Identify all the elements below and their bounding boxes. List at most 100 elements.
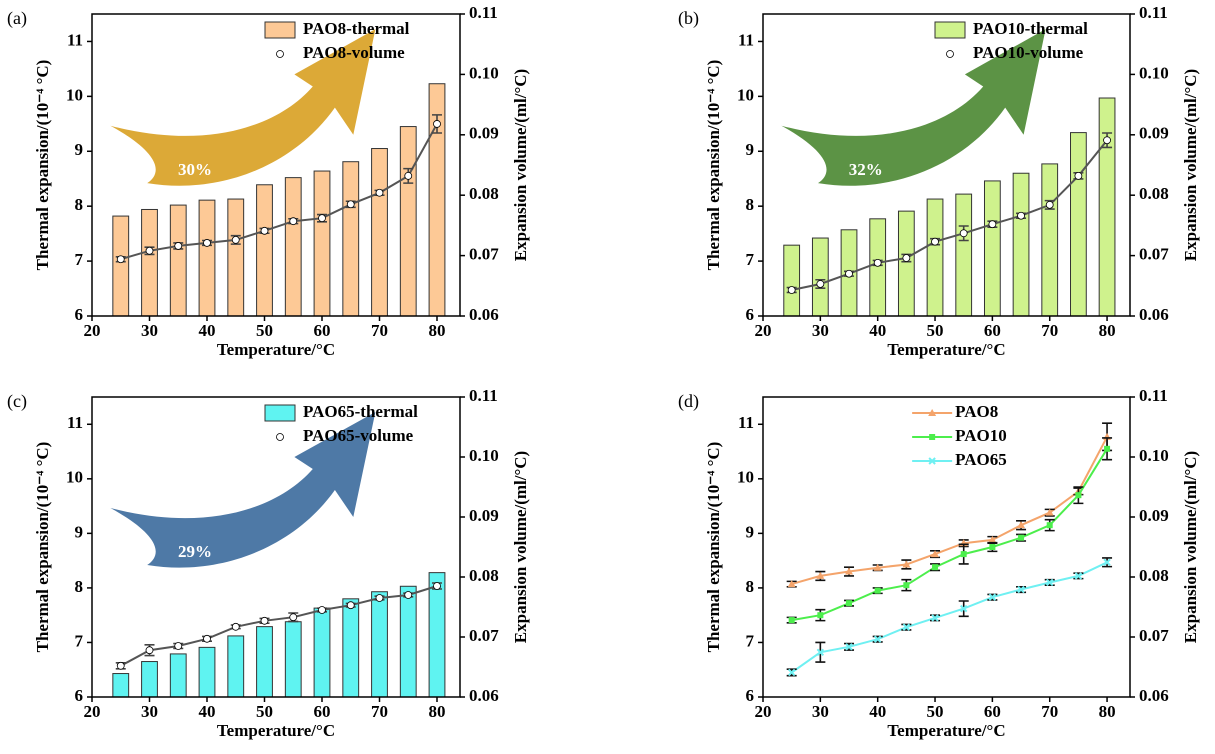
legend-marker [929,434,935,440]
legend-swatch [265,22,295,38]
x-tick-label: 20 [84,321,101,340]
legend-label: PAO8-volume [303,43,405,62]
marker [903,255,910,262]
bar [784,245,800,316]
marker [376,189,383,196]
bar [228,199,244,316]
y-axis-label: Thermal expansion/(10⁻⁴ °C) [33,442,52,653]
annotation: 29% [178,542,212,561]
bar [343,599,359,697]
bar [113,216,129,316]
marker [788,287,795,294]
y-tick-label: 7 [75,631,84,650]
marker [405,592,412,599]
y2-tick-label: 0.08 [469,566,499,585]
annotation: 30% [178,160,212,179]
marker [817,612,823,618]
marker [319,215,326,222]
marker [290,218,297,225]
bar [429,573,445,697]
marker [932,564,938,570]
y-tick-label: 9 [746,140,755,159]
panel: (c)29%20304050607080678910110.060.070.08… [7,386,530,740]
marker [874,259,881,266]
y2-tick-label: 0.09 [1139,506,1169,525]
y-tick-label: 6 [746,305,755,324]
y2-tick-label: 0.06 [1139,686,1169,705]
bar [898,211,914,316]
figure: (a)30%20304050607080678910110.060.070.08… [0,0,1215,754]
legend-marker [277,434,284,441]
x-tick-label: 70 [1041,321,1058,340]
y2-tick-label: 0.09 [1139,124,1169,143]
bar [314,171,330,316]
marker [960,230,967,237]
y-tick-label: 10 [66,85,83,104]
marker [376,595,383,602]
marker [1047,522,1053,528]
x-tick-label: 60 [314,321,331,340]
bar [812,238,828,316]
bar [372,149,388,316]
bar [257,627,273,697]
y-tick-label: 8 [746,577,755,596]
legend-marker [947,51,954,58]
y-tick-label: 11 [738,413,754,432]
x-tick-label: 60 [314,702,331,721]
bar [927,199,943,316]
y-tick-label: 6 [75,686,84,705]
marker [903,582,909,588]
y2-tick-label: 0.11 [1139,386,1168,405]
marker [1075,492,1081,498]
series-line [792,562,1107,672]
marker [319,607,326,614]
x-tick-label: 50 [256,702,273,721]
x-tick-label: 30 [812,702,829,721]
panel-label: (b) [678,8,699,29]
bar [343,162,359,316]
marker [1104,446,1110,452]
bar [400,586,416,697]
y2-tick-label: 0.08 [1139,184,1169,203]
legend-marker [277,51,284,58]
marker [989,544,995,550]
marker [232,623,239,630]
y-tick-label: 11 [67,413,83,432]
x-tick-label: 30 [141,702,158,721]
marker [1018,212,1025,219]
marker [204,239,211,246]
y2-tick-label: 0.09 [469,506,499,525]
y-tick-label: 7 [746,631,755,650]
marker [175,643,182,650]
legend-label: PAO10-thermal [973,19,1088,38]
legend-label: PAO8-thermal [303,19,410,38]
bar [285,622,301,697]
legend-label: PAO65-volume [303,426,414,445]
y-tick-label: 9 [75,522,84,541]
y2-tick-label: 0.07 [1139,626,1169,645]
marker [989,221,996,228]
x-tick-label: 50 [256,321,273,340]
marker [204,635,211,642]
bar [1042,164,1058,316]
x-tick-label: 80 [429,321,446,340]
bar [199,647,215,697]
series-line [792,449,1107,620]
y2-tick-label: 0.11 [469,386,498,405]
y2-axis-label: Expansion volume/(ml/°C) [1181,451,1200,643]
marker [789,617,795,623]
y-tick-label: 8 [75,577,84,596]
marker [1046,201,1053,208]
x-tick-label: 70 [371,321,388,340]
x-tick-label: 70 [1041,702,1058,721]
x-tick-label: 70 [371,702,388,721]
bar [314,608,330,697]
bar [199,200,215,316]
y-tick-label: 7 [746,250,755,269]
marker [1104,137,1111,144]
y-axis-label: Thermal expansion/(10⁻⁴ °C) [33,60,52,271]
marker [146,647,153,654]
x-tick-label: 20 [84,702,101,721]
y-axis-label: Thermal expansion/(10⁻⁴ °C) [704,60,723,271]
